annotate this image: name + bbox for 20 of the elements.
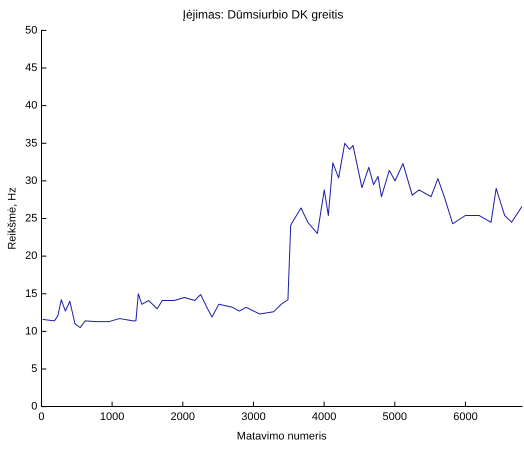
x-tick-label: 5000 [382,411,408,424]
y-axis-title: Reikšmė, Hz [6,187,19,250]
y-tick-label: 20 [25,250,38,262]
y-tick-label: 0 [31,400,38,413]
y-tick-label: 25 [25,212,38,225]
x-tick-label: 2000 [170,411,196,424]
y-tick-label: 15 [25,288,38,300]
x-tick-label: 1000 [100,411,124,424]
y-tick-label: 35 [25,137,38,150]
y-tick-label: 5 [31,363,38,376]
y-tick-label: 30 [25,174,38,187]
y-tick-label: 45 [25,62,38,74]
x-tick-label: 4000 [312,411,336,424]
x-axis-title: Matavimo numeris [236,430,328,442]
x-tick-label: 6000 [453,411,478,424]
chart-title: Įėjimas: Dūmsiurbio DK greitis [182,8,344,22]
y-tick-label: 50 [25,24,38,36]
y-tick-label: 40 [25,100,38,112]
x-tick-label: 3000 [241,411,266,424]
y-tick-label: 10 [25,325,38,338]
